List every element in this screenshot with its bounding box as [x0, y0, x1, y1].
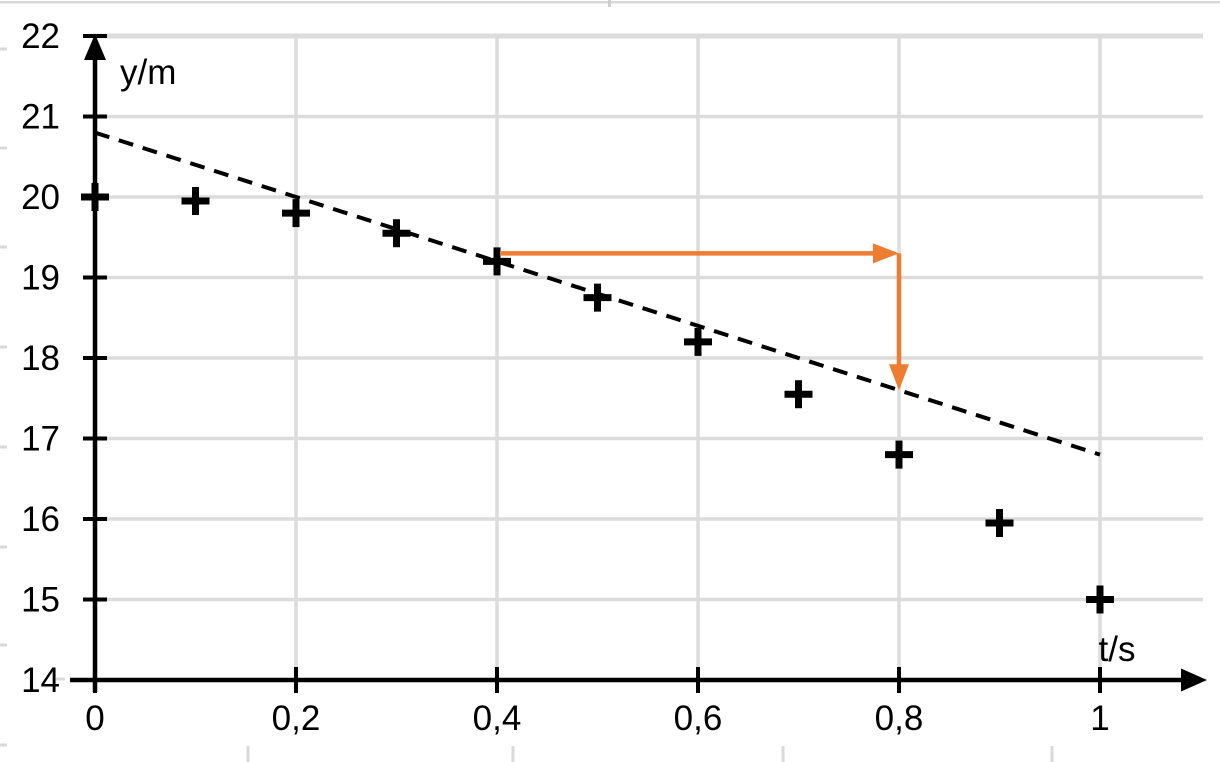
data-point-cross	[583, 283, 612, 312]
edge-mark-left	[0, 47, 7, 51]
y-axis-title: y/m	[120, 53, 176, 92]
y-tick-label: 18	[21, 339, 60, 378]
edge-mark-bottom	[246, 746, 250, 762]
delta-t-arrowhead	[873, 243, 899, 264]
x-tick-label: 0,2	[272, 699, 321, 738]
edge-mark-bottom	[781, 746, 785, 762]
data-point-cross	[784, 380, 813, 409]
y-axis-arrowhead	[84, 34, 106, 60]
y-tick-label: 21	[21, 98, 60, 137]
data-point-cross	[382, 219, 411, 248]
edge-mark-left	[0, 643, 7, 647]
x-axis-arrowhead	[1181, 668, 1207, 692]
x-tick-label: 0,6	[674, 699, 723, 738]
edge-mark-left	[0, 743, 7, 747]
data-points	[81, 183, 1114, 614]
data-point-cross	[483, 247, 511, 276]
edge-mark-left	[0, 545, 7, 549]
data-point-cross	[885, 440, 913, 469]
edge-mark-top-tick	[608, 0, 611, 7]
x-tick-label: 0	[85, 699, 104, 738]
data-point-cross	[282, 199, 310, 228]
data-point-cross	[181, 187, 210, 216]
x-tick-label: 1	[1090, 699, 1109, 738]
y-tick-label: 15	[21, 581, 60, 620]
y-tick-label: 14	[21, 661, 60, 700]
edge-mark-bottom	[1050, 746, 1054, 762]
edge-mark-left	[0, 146, 7, 150]
delta-y-arrowhead	[889, 364, 909, 391]
data-point-cross	[985, 509, 1014, 538]
y-tick-label: 16	[21, 500, 60, 539]
axis-ticks	[83, 34, 1102, 693]
x-axis-title: t/s	[1099, 630, 1136, 669]
gridlines	[93, 33, 1203, 680]
x-tick-label: 0,8	[875, 699, 924, 738]
y-tick-label: 17	[21, 420, 60, 459]
edge-mark-axis-left	[56, 677, 65, 681]
data-point-cross	[684, 327, 712, 356]
data-point-cross	[1086, 585, 1114, 614]
axis-tick-labels: 14 15 16 17 18 19 20 21 22 0 0,2 0,4 0,6 0,8 1	[21, 17, 1110, 738]
x-tick-label: 0,4	[473, 699, 522, 738]
y-tick-label: 22	[21, 17, 60, 56]
edge-mark-left	[0, 345, 7, 349]
edge-mark-left	[0, 445, 7, 449]
y-tick-label: 19	[21, 259, 60, 298]
axes	[70, 34, 1207, 692]
y-tick-label: 20	[21, 178, 60, 217]
slope-triangle-annotation	[500, 243, 909, 391]
edge-mark-bottom	[511, 746, 515, 762]
data-point-cross	[81, 183, 109, 211]
edge-mark-left	[0, 245, 7, 249]
